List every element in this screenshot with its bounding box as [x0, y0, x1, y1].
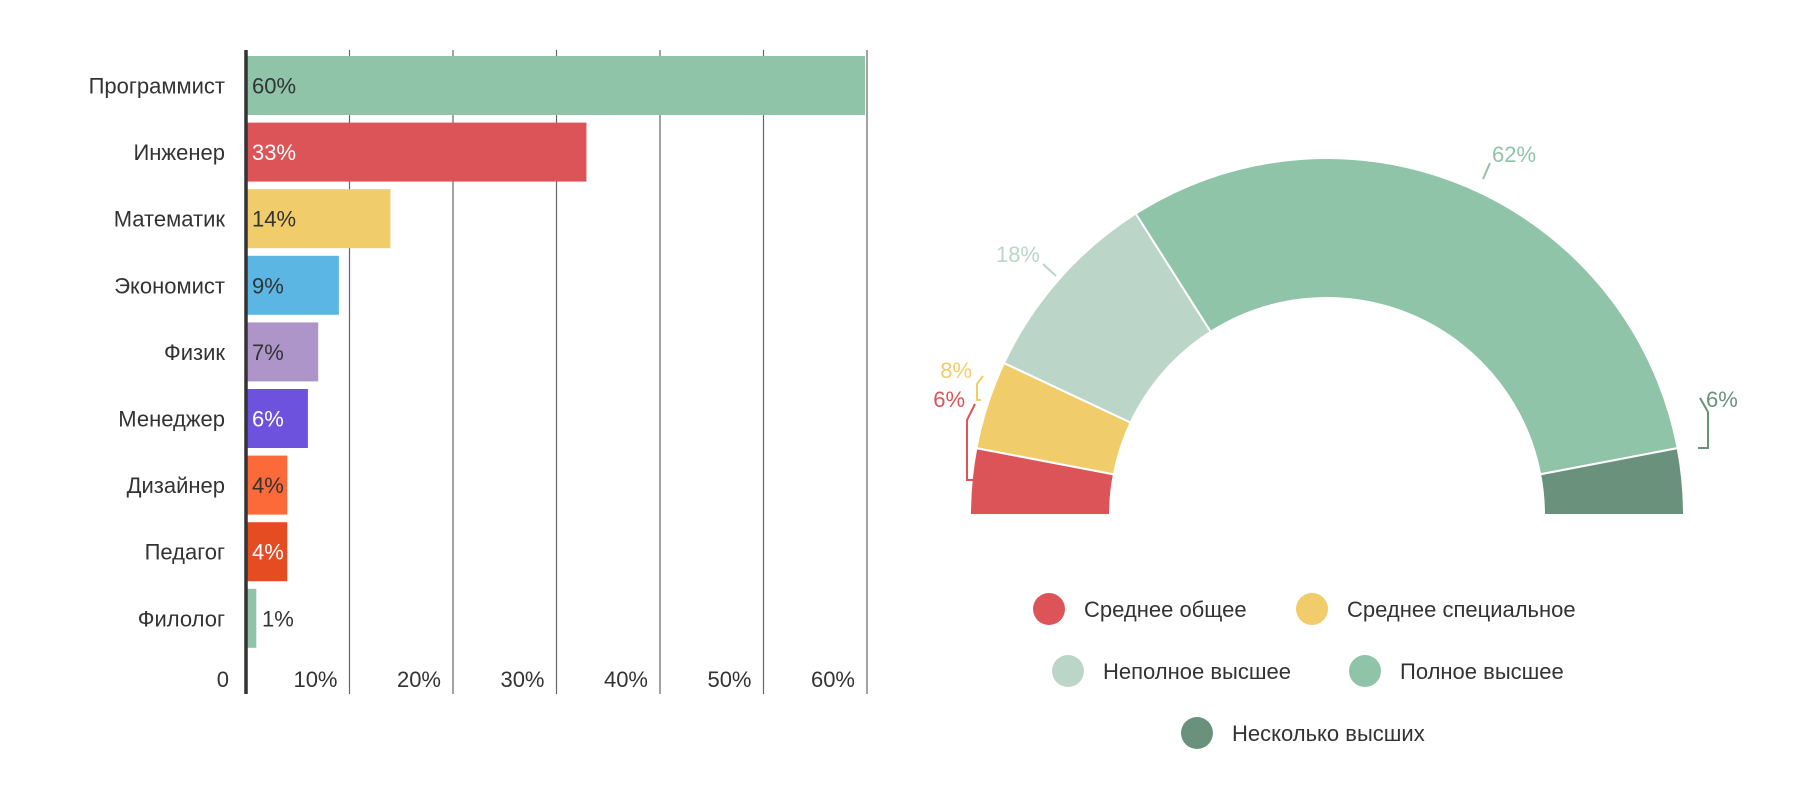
bar-category-label: Дизайнер [127, 473, 225, 498]
bar-x-tick-label: 50% [707, 667, 751, 692]
bar-x-tick-label: 10% [293, 667, 337, 692]
bar-data-label: 7% [252, 340, 284, 365]
bar-series: 60% 33% 14% 9% 7% 6% 4% 4% 1% [246, 56, 865, 648]
bar-category-label: Филолог [138, 606, 225, 631]
bar-data-label: 60% [252, 74, 296, 99]
donut-value-label: 6% [933, 387, 965, 412]
bar-category-label: Менеджер [118, 407, 225, 432]
bar [246, 56, 865, 115]
donut-slice [1134, 156, 1679, 476]
donut-value-label: 18% [996, 242, 1040, 267]
bar [246, 322, 319, 382]
legend-swatch [1349, 655, 1381, 687]
legend-label: Полное высшее [1400, 659, 1564, 684]
bar [246, 255, 339, 315]
bar-x-tick-labels: 0 10% 20% 30% 40% 50% 60% [217, 667, 855, 692]
bar-data-label: 14% [252, 207, 296, 232]
bar [246, 522, 288, 582]
bar-data-label: 33% [252, 140, 296, 165]
bar [246, 189, 391, 249]
bar [246, 455, 288, 515]
bar-category-label: Экономист [114, 273, 225, 298]
bar-data-label: 6% [252, 407, 284, 432]
donut-value-labels: 6% 8% 18% 62% 6% [933, 142, 1738, 481]
legend-label: Среднее общее [1084, 597, 1247, 622]
bar-category-labels: Программист Инженер Математик Экономист Физи… [89, 74, 226, 632]
donut-value-label: 6% [1706, 387, 1738, 412]
bar [246, 122, 587, 182]
bar-category-label: Математик [114, 207, 226, 232]
donut-value-label: 62% [1492, 142, 1536, 167]
bar-data-label: 4% [252, 473, 284, 498]
bar [246, 389, 308, 448]
legend-swatch [1033, 593, 1065, 625]
donut-leader-line [966, 403, 976, 481]
donut-leader-line [1698, 397, 1709, 449]
donut-value-label: 8% [940, 358, 972, 383]
bar-x-tick-label: 0 [217, 667, 229, 692]
bar-x-tick-label: 60% [811, 667, 855, 692]
bar-category-label: Физик [164, 340, 225, 365]
donut-slices [968, 156, 1686, 516]
bar-data-label: 4% [252, 540, 284, 565]
donut-legend: Среднее общее Среднее специальное Неполное… [1033, 593, 1576, 749]
legend-swatch [1296, 593, 1328, 625]
legend-label: Среднее специальное [1347, 597, 1576, 622]
bar-chart: 60% 33% 14% 9% 7% 6% 4% 4% 1% Программист Инженер… [89, 50, 868, 694]
donut-slice [1538, 446, 1686, 516]
bar-category-label: Педагог [145, 540, 225, 565]
bar-data-label: 1% [262, 606, 294, 631]
bar-x-tick-label: 30% [500, 667, 544, 692]
bar-category-label: Программист [89, 74, 225, 99]
legend-label: Несколько высших [1232, 721, 1425, 746]
legend-swatch [1181, 717, 1213, 749]
bar-x-tick-label: 40% [604, 667, 648, 692]
legend-label: Неполное высшее [1103, 659, 1291, 684]
bar-x-tick-label: 20% [397, 667, 441, 692]
legend-swatch [1052, 655, 1084, 687]
half-donut-chart: 6% 8% 18% 62% 6% Среднее общее Среднее специа… [933, 142, 1738, 749]
bar-data-label: 9% [252, 273, 284, 298]
donut-leader-line [976, 375, 984, 401]
bar-category-label: Инженер [133, 140, 225, 165]
donut-leader-line [1482, 162, 1491, 180]
bar [246, 588, 257, 648]
donut-leader-line [1042, 263, 1057, 277]
